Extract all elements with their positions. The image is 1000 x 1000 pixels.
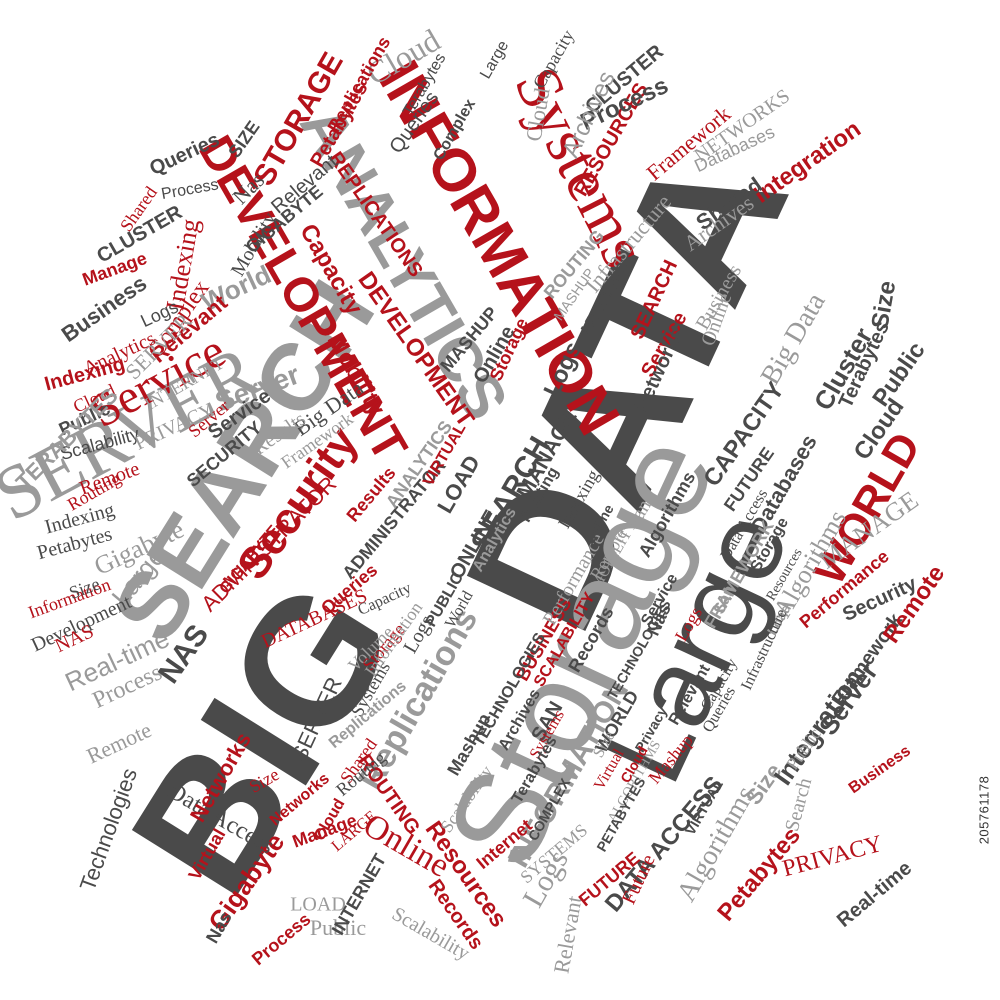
stock-image-id-text: 205761178 — [976, 775, 992, 845]
cloud-word: Size — [866, 279, 901, 331]
cloud-word: Business — [846, 742, 914, 797]
cloud-word: Real-time — [833, 857, 916, 932]
cloud-word: Relevant — [548, 894, 586, 975]
cloud-word: Public — [310, 915, 366, 940]
stock-image-id: 205761178 — [974, 620, 994, 1000]
cloud-word: Large — [477, 38, 512, 82]
cloud-word: Process — [160, 176, 220, 203]
cloud-word: LOAD — [290, 894, 346, 916]
